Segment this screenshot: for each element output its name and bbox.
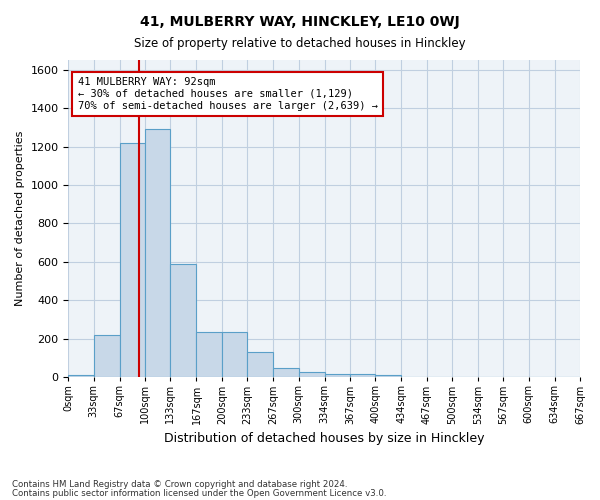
Bar	[375, 376, 401, 378]
Bar	[222, 332, 247, 378]
Bar	[273, 368, 299, 378]
Bar	[120, 142, 145, 378]
Bar	[196, 332, 222, 378]
Bar	[325, 374, 350, 378]
Bar	[68, 376, 94, 378]
Text: Size of property relative to detached houses in Hinckley: Size of property relative to detached ho…	[134, 38, 466, 51]
Text: 41, MULBERRY WAY, HINCKLEY, LE10 0WJ: 41, MULBERRY WAY, HINCKLEY, LE10 0WJ	[140, 15, 460, 29]
Bar	[94, 335, 120, 378]
Bar	[350, 374, 375, 378]
Y-axis label: Number of detached properties: Number of detached properties	[15, 131, 25, 306]
Text: 41 MULBERRY WAY: 92sqm
← 30% of detached houses are smaller (1,129)
70% of semi-: 41 MULBERRY WAY: 92sqm ← 30% of detached…	[77, 78, 377, 110]
Text: Contains HM Land Registry data © Crown copyright and database right 2024.: Contains HM Land Registry data © Crown c…	[12, 480, 347, 489]
Text: Contains public sector information licensed under the Open Government Licence v3: Contains public sector information licen…	[12, 489, 386, 498]
Bar	[145, 129, 170, 378]
Bar	[247, 352, 273, 378]
Bar	[299, 372, 325, 378]
Bar	[170, 264, 196, 378]
X-axis label: Distribution of detached houses by size in Hinckley: Distribution of detached houses by size …	[164, 432, 484, 445]
